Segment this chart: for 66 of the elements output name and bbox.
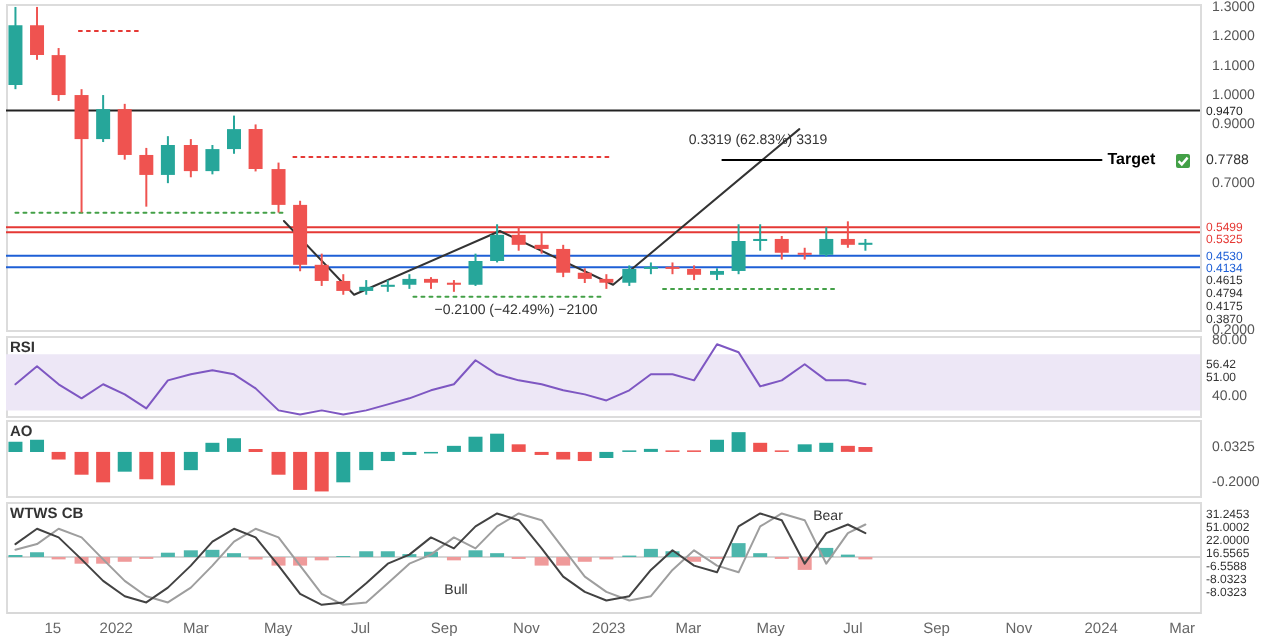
bar — [534, 557, 549, 566]
bar — [74, 451, 89, 475]
bar — [643, 548, 658, 557]
bar — [731, 432, 746, 452]
candlestick — [534, 232, 549, 255]
candlestick — [511, 226, 526, 252]
bar — [380, 451, 395, 462]
candlestick — [183, 138, 198, 179]
bar — [271, 451, 286, 475]
bar — [468, 436, 483, 452]
bar — [797, 444, 812, 452]
bar — [577, 451, 592, 462]
series-label: Target — [1107, 150, 1156, 169]
candlestick — [117, 102, 132, 161]
line-series — [14, 343, 867, 416]
bar — [819, 442, 834, 452]
bar — [293, 451, 308, 490]
candlestick — [205, 143, 220, 176]
candlestick — [160, 135, 175, 185]
candlestick — [622, 264, 637, 287]
candlestick — [468, 252, 483, 287]
candlestick — [840, 220, 855, 249]
candlestick — [74, 88, 89, 214]
bar — [731, 543, 746, 557]
bar — [556, 557, 571, 566]
bar — [314, 451, 329, 492]
bar — [359, 451, 374, 471]
candlestick — [819, 226, 834, 258]
candlestick — [30, 5, 45, 61]
bar — [160, 451, 175, 486]
bar — [139, 451, 154, 480]
candlestick — [490, 223, 505, 264]
bar — [468, 550, 483, 557]
bar — [205, 549, 220, 557]
candlestick — [227, 114, 242, 155]
bar — [205, 442, 220, 452]
line-series — [282, 128, 801, 296]
candlestick — [248, 123, 263, 173]
candlestick — [753, 223, 768, 252]
candlestick — [139, 146, 154, 208]
bar — [380, 551, 395, 557]
candlestick — [774, 235, 789, 261]
bar — [490, 433, 505, 452]
bar — [556, 451, 571, 460]
candlestick — [51, 47, 66, 102]
bar — [30, 439, 45, 452]
candlestick — [96, 94, 111, 144]
candlestick — [314, 252, 329, 287]
bar — [710, 439, 724, 452]
bar — [96, 451, 111, 483]
bar — [227, 438, 242, 452]
bar — [359, 551, 374, 557]
bar — [8, 441, 23, 452]
bar — [183, 451, 198, 471]
bar — [117, 451, 132, 472]
bar — [336, 451, 351, 483]
bar — [599, 451, 614, 458]
candlestick — [271, 161, 286, 214]
bar — [511, 444, 526, 452]
bar — [51, 451, 66, 460]
bar — [183, 550, 198, 557]
candlestick — [336, 273, 351, 296]
candlestick — [731, 223, 746, 276]
candlestick — [556, 243, 571, 279]
bar — [753, 442, 768, 452]
bar — [446, 445, 461, 452]
